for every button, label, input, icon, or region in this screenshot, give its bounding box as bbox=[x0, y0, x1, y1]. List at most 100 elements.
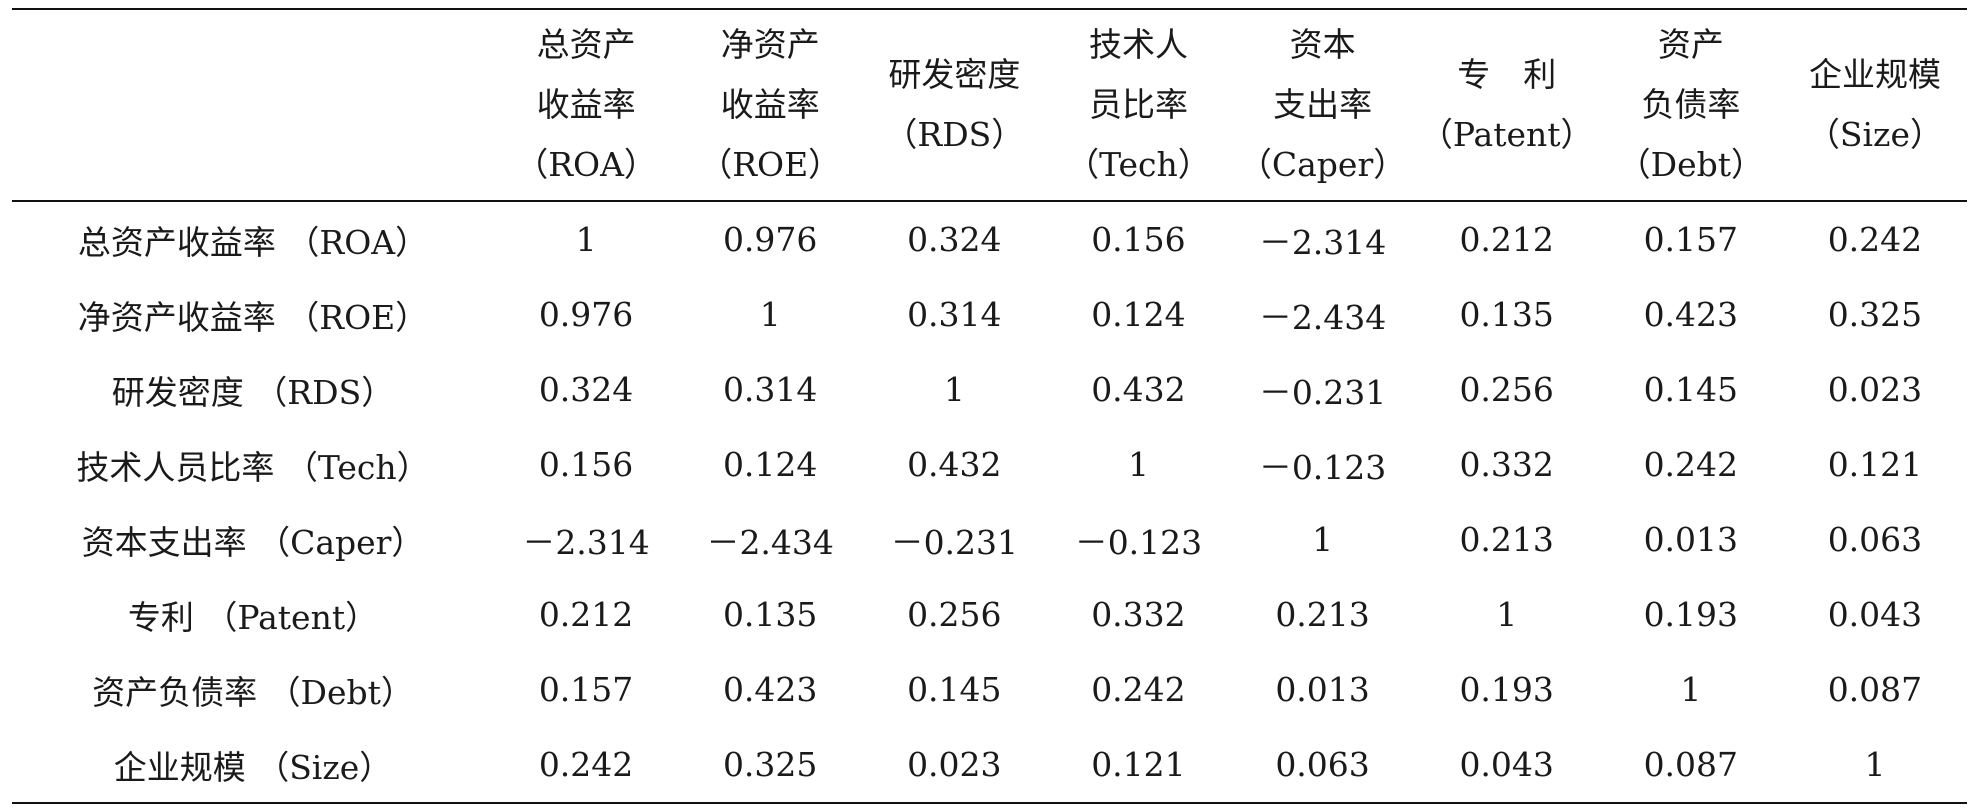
column-header-line: 支出率 bbox=[1273, 85, 1373, 124]
table-cell: －2.434 bbox=[1258, 297, 1387, 337]
table-cell: 0.242 bbox=[1827, 220, 1923, 259]
correlation-table-container: 总资产 收益率 （ROA） 净资产 收益率 （ROE） 研发密度 （RDS） 技术人 员比率 （Te… bbox=[12, 8, 1967, 804]
column-header: 资产负债率 （Debt） bbox=[1599, 9, 1783, 201]
table-cell: 0.121 bbox=[1827, 445, 1923, 484]
column-header-line: 净资产 bbox=[720, 25, 820, 64]
table-cell: 0.013 bbox=[1643, 520, 1739, 559]
table-cell: 0.242 bbox=[1643, 445, 1739, 484]
table-cell: 0.156 bbox=[538, 445, 634, 484]
table-row: 资本支出率 （Caper） －2.314 －2.434 －0.231 －0.123 1 0.… bbox=[12, 502, 1967, 577]
table-cell: 1 bbox=[1127, 445, 1149, 484]
column-header-line: 收益率 bbox=[720, 85, 820, 124]
table-cell: 0.043 bbox=[1459, 745, 1554, 784]
table-cell: 0.043 bbox=[1827, 595, 1923, 634]
column-header-line: （ROE） bbox=[699, 145, 842, 184]
table-cell: 0.124 bbox=[1091, 295, 1186, 334]
table-row: 总资产收益率 （ROA） 1 0.976 0.324 0.156 －2.314 0.212 0… bbox=[12, 201, 1967, 277]
table-cell: －0.123 bbox=[1074, 522, 1203, 562]
column-header: 总资产 收益率 （ROA） bbox=[494, 9, 678, 201]
table-cell: 0.157 bbox=[538, 670, 634, 709]
row-label: 研发密度 （RDS） bbox=[111, 372, 395, 412]
table-cell: 0.332 bbox=[1091, 595, 1186, 634]
table-row: 企业规模 （Size） 0.242 0.325 0.023 0.121 0.063 0.04… bbox=[12, 727, 1967, 803]
table-body: 总资产收益率 （ROA） 1 0.976 0.324 0.156 －2.314 0.212 0… bbox=[12, 201, 1967, 803]
table-cell: 1 bbox=[1312, 520, 1334, 559]
table-cell: 0.423 bbox=[722, 670, 818, 709]
table-cell: 0.121 bbox=[1091, 745, 1186, 784]
table-cell: 0.213 bbox=[1275, 595, 1370, 634]
row-label: 专利 （Patent） bbox=[127, 597, 379, 637]
table-cell: 1 bbox=[943, 370, 965, 409]
table-row: 资产负债率 （Debt） 0.157 0.423 0.145 0.242 0.013 0.1… bbox=[12, 652, 1967, 727]
column-header: 资本支出率 （Caper） bbox=[1231, 9, 1415, 201]
row-label: 技术人员比率 （Tech） bbox=[76, 447, 430, 487]
table-cell: 1 bbox=[1680, 670, 1702, 709]
table-row: 专利 （Patent） 0.212 0.135 0.256 0.332 0.213 1 0.1… bbox=[12, 577, 1967, 652]
column-header-line: 负债率 bbox=[1641, 85, 1741, 124]
row-label: 总资产收益率 （ROA） bbox=[77, 222, 429, 262]
table-cell: 0.145 bbox=[907, 670, 1002, 709]
column-header-line: （RDS） bbox=[884, 115, 1025, 154]
column-header-line: 收益率 bbox=[536, 85, 636, 124]
column-header-line: 专 利 bbox=[1457, 55, 1557, 94]
table-cell: 0.256 bbox=[907, 595, 1002, 634]
table-cell: 0.124 bbox=[722, 445, 818, 484]
table-cell: 0.193 bbox=[1643, 595, 1739, 634]
table-cell: 0.976 bbox=[722, 220, 818, 259]
table-cell: 0.332 bbox=[1459, 445, 1554, 484]
table-cell: 0.013 bbox=[1275, 670, 1370, 709]
table-cell: 0.325 bbox=[722, 745, 818, 784]
table-cell: 0.242 bbox=[1091, 670, 1186, 709]
table-cell: 0.063 bbox=[1275, 745, 1370, 784]
column-header-line: 资产 bbox=[1657, 25, 1724, 64]
table-row: 研发密度 （RDS） 0.324 0.314 1 0.432 －0.231 0.256 0.1… bbox=[12, 352, 1967, 427]
table-cell: 1 bbox=[1864, 745, 1886, 784]
column-header-line: 企业规模 bbox=[1808, 55, 1941, 94]
table-cell: －0.231 bbox=[1258, 372, 1387, 412]
table-cell: 0.023 bbox=[907, 745, 1002, 784]
column-header-line: 总资产 bbox=[536, 25, 636, 64]
table-cell: 0.432 bbox=[1091, 370, 1186, 409]
table-row: 技术人员比率 （Tech） 0.156 0.124 0.432 1 －0.123 0.332… bbox=[12, 427, 1967, 502]
column-header-line: （Debt） bbox=[1617, 145, 1764, 184]
column-header: 净资产收益率 （ROE） bbox=[678, 9, 862, 201]
table-cell: 0.213 bbox=[1459, 520, 1554, 559]
table-cell: 0.324 bbox=[538, 370, 634, 409]
column-header-line: （Size） bbox=[1806, 115, 1943, 154]
column-header-line: 研发密度 bbox=[888, 55, 1021, 94]
table-cell: 0.087 bbox=[1827, 670, 1923, 709]
table-cell: 0.423 bbox=[1643, 295, 1739, 334]
table-cell: 0.314 bbox=[722, 370, 818, 409]
table-cell: 1 bbox=[759, 295, 781, 334]
header-corner-cell bbox=[12, 9, 494, 201]
table-cell: 0.023 bbox=[1827, 370, 1923, 409]
row-label: 净资产收益率 （ROE） bbox=[77, 297, 429, 337]
table-cell: 0.063 bbox=[1827, 520, 1923, 559]
table-row: 净资产收益率 （ROE） 0.976 1 0.314 0.124 －2.434 0.135 0… bbox=[12, 277, 1967, 352]
column-header: 企业规模 （Size） bbox=[1783, 9, 1967, 201]
column-header-line: 员比率 bbox=[1088, 85, 1188, 124]
column-header: 技术人 员比率 （Tech） bbox=[1046, 9, 1230, 201]
table-cell: 0.145 bbox=[1643, 370, 1739, 409]
column-header-line: （Patent） bbox=[1419, 115, 1594, 154]
table-cell: 0.087 bbox=[1643, 745, 1739, 784]
column-header: 研发密度 （RDS） bbox=[862, 9, 1046, 201]
row-label: 资产负债率 （Debt） bbox=[92, 672, 414, 712]
table-cell: 0.135 bbox=[722, 595, 818, 634]
table-cell: 1 bbox=[1496, 595, 1518, 634]
column-header-line: （Caper） bbox=[1238, 145, 1407, 184]
table-cell: 0.135 bbox=[1459, 295, 1554, 334]
table-cell: 1 bbox=[575, 220, 597, 259]
table-cell: －2.434 bbox=[706, 522, 834, 562]
table-cell: 0.157 bbox=[1643, 220, 1739, 259]
row-label: 资本支出率 （Caper） bbox=[81, 522, 425, 562]
header-row: 总资产 收益率 （ROA） 净资产 收益率 （ROE） 研发密度 （RDS） 技术人 员比率 （Te… bbox=[12, 9, 1967, 201]
column-header: 专 利 （Patent） bbox=[1415, 9, 1599, 201]
table-header: 总资产 收益率 （ROA） 净资产 收益率 （ROE） 研发密度 （RDS） 技术人 员比率 （Te… bbox=[12, 9, 1967, 201]
table-cell: －2.314 bbox=[522, 522, 650, 562]
row-label: 企业规模 （Size） bbox=[113, 747, 393, 787]
table-cell: 0.432 bbox=[907, 445, 1002, 484]
table-cell: 0.325 bbox=[1827, 295, 1923, 334]
table-cell: 0.242 bbox=[538, 745, 634, 784]
column-header-line: 资本 bbox=[1289, 25, 1356, 64]
